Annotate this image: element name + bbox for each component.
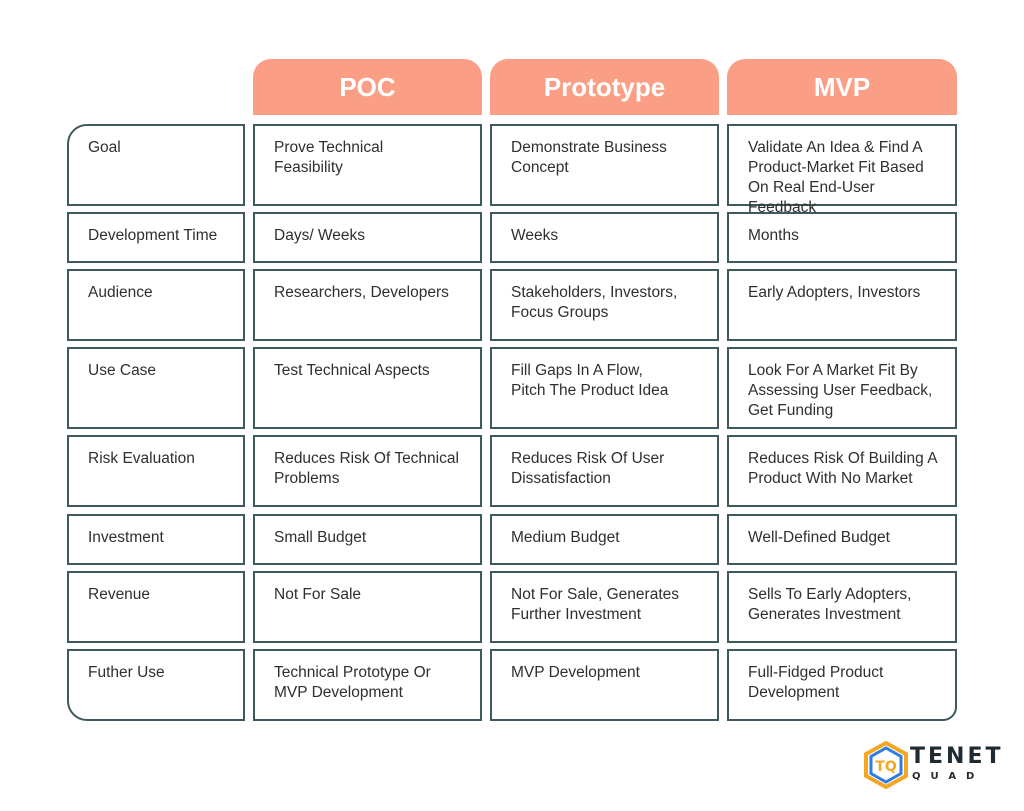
row-label: Investment <box>67 514 245 565</box>
row-label: Development Time <box>67 212 245 263</box>
row-label: Goal <box>67 124 245 206</box>
table-cell: Reduces Risk Of Technical Problems <box>253 435 482 507</box>
table-cell: Early Adopters, Investors <box>727 269 957 341</box>
table-cell: Validate An Idea & Find A Product-Market… <box>727 124 957 216</box>
table-cell: Technical Prototype Or MVP Development <box>253 649 482 721</box>
table-cell: Not For Sale <box>253 571 482 643</box>
column-header-mvp: MVP <box>727 59 957 115</box>
row-label: Audience <box>67 269 245 341</box>
tenet-quad-logo: TQ <box>864 741 908 789</box>
table-cell: Look For A Market Fit By Assessing User … <box>727 347 957 429</box>
brand-name: TENET <box>910 744 1004 769</box>
table-cell: Test Technical Aspects <box>253 347 482 429</box>
table-cell: Prove Technical Feasibility <box>253 124 482 206</box>
table-cell: Researchers, Developers <box>253 269 482 341</box>
row-label: Revenue <box>67 571 245 643</box>
table-cell: Reduces Risk Of Building A Product With … <box>727 435 957 507</box>
brand-subname: QUAD <box>912 771 985 782</box>
table-cell: Weeks <box>490 212 719 263</box>
row-label: Risk Evaluation <box>67 435 245 507</box>
table-cell: Demonstrate Business Concept <box>490 124 719 206</box>
table-cell: Stakeholders, Investors, Focus Groups <box>490 269 719 341</box>
row-label: Futher Use <box>67 649 245 721</box>
svg-text:TQ: TQ <box>875 759 897 775</box>
table-cell: Not For Sale, Generates Further Investme… <box>490 571 719 643</box>
table-cell: Well-Defined Budget <box>727 514 957 565</box>
table-cell: Reduces Risk Of User Dissatisfaction <box>490 435 719 507</box>
table-cell: Full-Fidged Product Development <box>727 649 957 721</box>
table-cell: Sells To Early Adopters, Generates Inves… <box>727 571 957 643</box>
row-label: Use Case <box>67 347 245 429</box>
hexagon-icon <box>864 741 908 789</box>
table-cell: Medium Budget <box>490 514 719 565</box>
column-header-poc: POC <box>253 59 482 115</box>
table-cell: Small Budget <box>253 514 482 565</box>
table-cell: Months <box>727 212 957 263</box>
table-cell: Days/ Weeks <box>253 212 482 263</box>
column-header-prototype: Prototype <box>490 59 719 115</box>
table-cell: MVP Development <box>490 649 719 721</box>
table-cell: Fill Gaps In A Flow, Pitch The Product I… <box>490 347 719 429</box>
